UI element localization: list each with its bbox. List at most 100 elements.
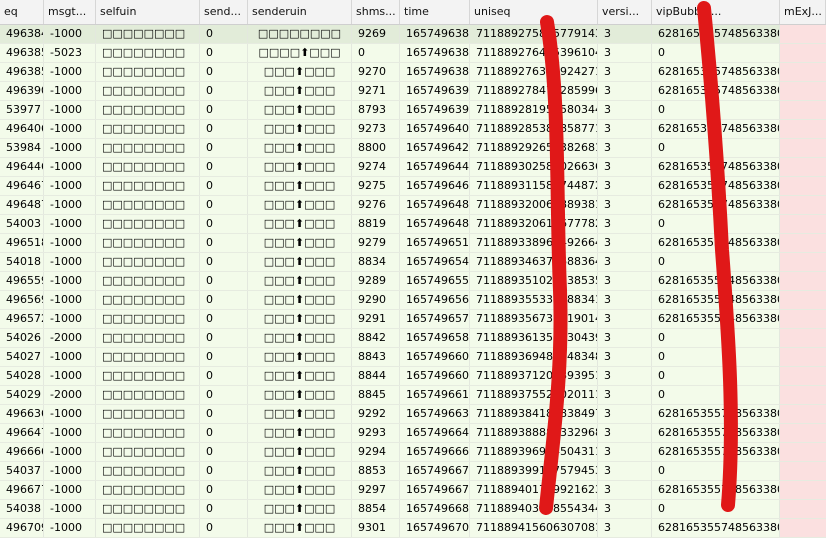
cell-vipbubble[interactable]: 628165355748563380 8 (652, 519, 780, 537)
cell-uniseq[interactable]: 711889396984504311 (470, 443, 598, 461)
table-row[interactable]: 496406 -1000 □□□□□□□□ 0 □□□⬆□□□ 9273 165749640… (0, 120, 826, 139)
column-header-time[interactable]: time (400, 0, 470, 24)
cell-mexjson[interactable] (780, 25, 826, 43)
table-row[interactable]: 496709 -1000 □□□□□□□□ 0 □□□⬆□□□ 9301 165749670… (0, 519, 826, 538)
cell-time[interactable]: 1657496406 (400, 120, 470, 138)
cell-senderuin[interactable]: □□□⬆□□□ (248, 158, 352, 176)
table-row[interactable]: 496636 -1000 □□□□□□□□ 0 □□□⬆□□□ 9292 165749663… (0, 405, 826, 424)
table-row[interactable]: 54029 -2000 □□□□□□□□ 0 □□□⬆□□□ 8845 1657496617… (0, 386, 826, 405)
cell-senderuin-flag[interactable]: 0 (200, 215, 248, 233)
cell-shmsgseq[interactable]: 8834 (352, 253, 400, 271)
column-header-senderuin-flag[interactable]: send... (200, 0, 248, 24)
cell-senderuin-flag[interactable]: 0 (200, 405, 248, 423)
column-header-uniseq[interactable]: uniseq (470, 0, 598, 24)
cell-selfuin[interactable]: □□□□□□□□ (96, 424, 200, 442)
cell-eq[interactable]: 496559 (0, 272, 44, 290)
table-row[interactable]: 496390 -1000 □□□□□□□□ 0 □□□⬆□□□ 9271 165749639… (0, 82, 826, 101)
cell-vipbubble[interactable]: 0 (652, 253, 780, 271)
cell-senderuin[interactable]: □□□⬆□□□ (248, 177, 352, 195)
cell-senderuin-flag[interactable]: 0 (200, 177, 248, 195)
cell-senderuin[interactable]: □□□⬆□□□ (248, 386, 352, 404)
cell-msgtype[interactable]: -2000 (44, 329, 96, 347)
cell-shmsgseq[interactable]: 9273 (352, 120, 400, 138)
cell-time[interactable]: 1657496617 (400, 386, 470, 404)
cell-uniseq[interactable]: 711889384187838497 (470, 405, 598, 423)
cell-time[interactable]: 1657496487 (400, 196, 470, 214)
cell-version[interactable]: 3 (598, 25, 652, 43)
cell-eq[interactable]: 53984 (0, 139, 44, 157)
cell-eq[interactable]: 496572 (0, 310, 44, 328)
cell-senderuin[interactable]: □□□⬆□□□ (248, 234, 352, 252)
cell-senderuin-flag[interactable]: 0 (200, 272, 248, 290)
column-header-version[interactable]: versi... (598, 0, 652, 24)
cell-mexjson[interactable] (780, 82, 826, 100)
cell-time[interactable]: 1657496709 (400, 519, 470, 537)
cell-senderuin-flag[interactable]: 0 (200, 310, 248, 328)
column-header-mexjson[interactable]: mExJ... (780, 0, 826, 24)
cell-msgtype[interactable]: -1000 (44, 481, 96, 499)
cell-time[interactable]: 1657496446 (400, 158, 470, 176)
cell-senderuin-flag[interactable]: 0 (200, 481, 248, 499)
cell-mexjson[interactable] (780, 519, 826, 537)
cell-version[interactable]: 3 (598, 519, 652, 537)
cell-msgtype[interactable]: -1000 (44, 101, 96, 119)
cell-mexjson[interactable] (780, 310, 826, 328)
cell-shmsgseq[interactable]: 9279 (352, 234, 400, 252)
cell-time[interactable]: 1657496572 (400, 310, 470, 328)
cell-eq[interactable]: 496390 (0, 82, 44, 100)
cell-shmsgseq[interactable]: 9293 (352, 424, 400, 442)
cell-shmsgseq[interactable]: 9290 (352, 291, 400, 309)
cell-uniseq[interactable]: 711889371206893951 (470, 367, 598, 385)
cell-msgtype[interactable]: -1000 (44, 424, 96, 442)
cell-time[interactable]: 1657496647 (400, 424, 470, 442)
cell-version[interactable]: 3 (598, 253, 652, 271)
cell-mexjson[interactable] (780, 253, 826, 271)
cell-eq[interactable]: 496385 (0, 44, 44, 62)
column-header-shmsgseq[interactable]: shms... (352, 0, 400, 24)
cell-senderuin[interactable]: □□□⬆□□□ (248, 367, 352, 385)
cell-vipbubble[interactable]: 628165355748563380 8 (652, 63, 780, 81)
cell-senderuin[interactable]: □□□⬆□□□ (248, 443, 352, 461)
cell-shmsgseq[interactable]: 8793 (352, 101, 400, 119)
cell-senderuin-flag[interactable]: 0 (200, 101, 248, 119)
cell-selfuin[interactable]: □□□□□□□□ (96, 44, 200, 62)
cell-eq[interactable]: 54028 (0, 367, 44, 385)
cell-senderuin-flag[interactable]: 0 (200, 348, 248, 366)
cell-uniseq[interactable]: 711889338962492664 (470, 234, 598, 252)
cell-selfuin[interactable]: □□□□□□□□ (96, 196, 200, 214)
cell-eq[interactable]: 496677 (0, 481, 44, 499)
cell-senderuin-flag[interactable]: 0 (200, 196, 248, 214)
cell-selfuin[interactable]: □□□□□□□□ (96, 405, 200, 423)
cell-mexjson[interactable] (780, 272, 826, 290)
cell-msgtype[interactable]: -1000 (44, 500, 96, 518)
cell-vipbubble[interactable]: 628165355748563380 8 (652, 177, 780, 195)
cell-uniseq[interactable]: 711889278473285996 (470, 82, 598, 100)
cell-senderuin-flag[interactable]: 0 (200, 25, 248, 43)
cell-senderuin-flag[interactable]: 0 (200, 443, 248, 461)
cell-mexjson[interactable] (780, 367, 826, 385)
cell-mexjson[interactable] (780, 101, 826, 119)
cell-msgtype[interactable]: -1000 (44, 272, 96, 290)
column-header-selfuin[interactable]: selfuin (96, 0, 200, 24)
cell-senderuin-flag[interactable]: 0 (200, 424, 248, 442)
cell-senderuin-flag[interactable]: 0 (200, 44, 248, 62)
cell-eq[interactable]: 54037 (0, 462, 44, 480)
cell-version[interactable]: 3 (598, 215, 652, 233)
cell-version[interactable]: 3 (598, 291, 652, 309)
cell-mexjson[interactable] (780, 196, 826, 214)
cell-uniseq[interactable]: 711889401789921623 (470, 481, 598, 499)
cell-senderuin-flag[interactable]: 0 (200, 500, 248, 518)
cell-vipbubble[interactable]: 628165355748563380 8 (652, 25, 780, 43)
cell-version[interactable]: 3 (598, 82, 652, 100)
cell-senderuin[interactable]: □□□⬆□□□ (248, 215, 352, 233)
cell-senderuin-flag[interactable]: 0 (200, 120, 248, 138)
cell-selfuin[interactable]: □□□□□□□□ (96, 310, 200, 328)
cell-mexjson[interactable] (780, 139, 826, 157)
cell-uniseq[interactable]: 711889320061889381 (470, 196, 598, 214)
cell-uniseq[interactable]: 711889355335588341 (470, 291, 598, 309)
cell-msgtype[interactable]: -1000 (44, 310, 96, 328)
cell-version[interactable]: 3 (598, 234, 652, 252)
cell-senderuin[interactable]: □□□⬆□□□ (248, 329, 352, 347)
cell-senderuin-flag[interactable]: 0 (200, 139, 248, 157)
table-row[interactable]: 53984 -1000 □□□□□□□□ 0 □□□⬆□□□ 8800 1657496424… (0, 139, 826, 158)
